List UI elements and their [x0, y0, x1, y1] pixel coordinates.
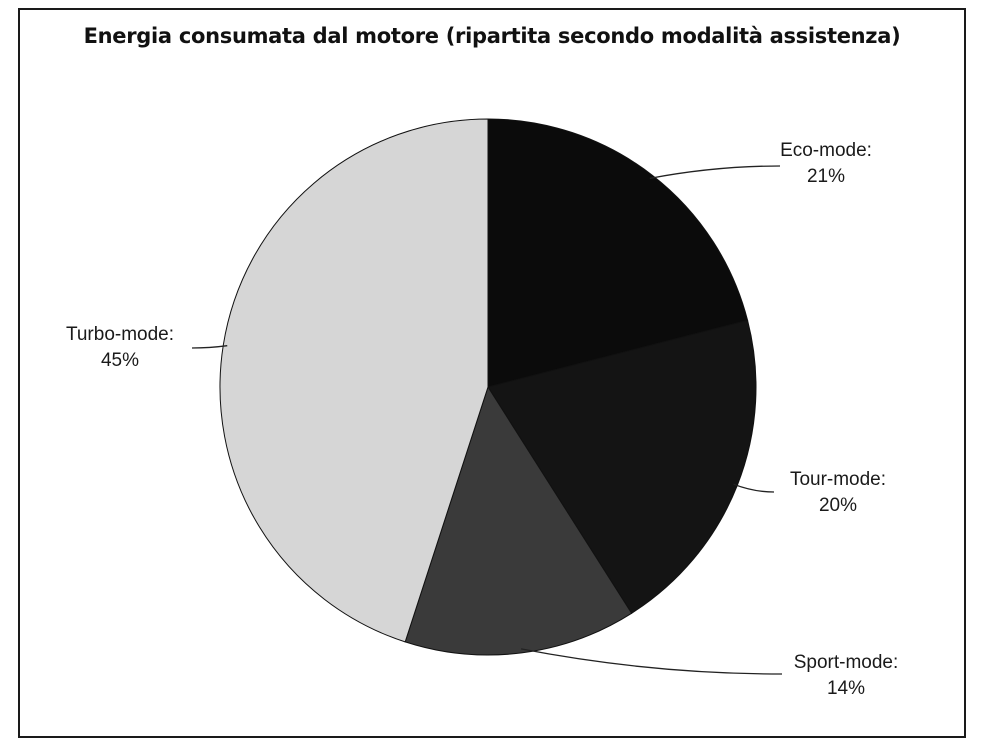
- slice-value-sport-mode: 14%: [827, 678, 865, 699]
- slice-value-eco-mode: 21%: [807, 166, 845, 187]
- chart-frame: Energia consumata dal motore (ripartita …: [18, 8, 966, 738]
- leader-line-sport-mode: [520, 648, 783, 675]
- pie-slice-turbo-mode: [219, 118, 489, 643]
- chart-title: Energia consumata dal motore (ripartita …: [83, 24, 901, 48]
- slice-label-tour-mode: Tour-mode:: [790, 469, 886, 490]
- slice-label-sport-mode: Sport-mode:: [794, 652, 899, 673]
- leader-line-tour-mode: [733, 483, 775, 493]
- pie-chart: Eco-mode: 21% Tour-mode: 20% Sport-mode: 14% T…: [66, 118, 899, 699]
- pie-slice-sport-mode: [404, 385, 633, 656]
- leader-line-turbo-mode: [191, 345, 228, 349]
- pie-slice-eco-mode: [487, 118, 749, 388]
- slice-value-tour-mode: 20%: [819, 495, 857, 516]
- slice-label-turbo-mode: Turbo-mode:: [66, 324, 174, 345]
- slice-label-eco-mode: Eco-mode:: [780, 140, 872, 161]
- leader-line-eco-mode: [649, 165, 781, 180]
- slice-value-turbo-mode: 45%: [101, 350, 139, 371]
